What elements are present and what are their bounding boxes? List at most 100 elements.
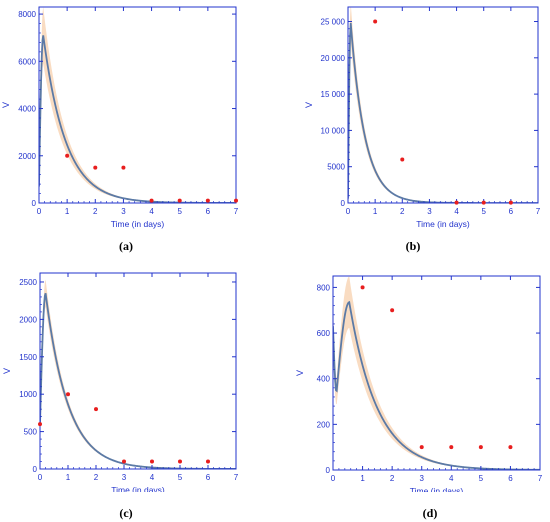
x-tick-label: 0 bbox=[346, 207, 351, 216]
y-tick-label: 5000 bbox=[327, 163, 345, 172]
plot-frame bbox=[347, 6, 539, 204]
x-tick-label: 5 bbox=[481, 207, 486, 216]
x-tick-label: 1 bbox=[373, 207, 378, 216]
observed-point bbox=[454, 200, 459, 205]
x-tick-label: 4 bbox=[454, 207, 459, 216]
observed-point bbox=[360, 285, 365, 290]
y-tick-label: 4000 bbox=[18, 105, 36, 114]
observed-point bbox=[66, 392, 70, 397]
plot-frame bbox=[38, 6, 237, 204]
x-tick-label: 7 bbox=[234, 207, 239, 216]
observed-point bbox=[205, 198, 210, 203]
x-tick-label: 2 bbox=[94, 473, 99, 482]
observed-point bbox=[177, 198, 182, 203]
y-axis-label: V bbox=[2, 368, 12, 374]
x-axis-label: Time (in days) bbox=[111, 219, 165, 229]
x-tick-label: 3 bbox=[122, 473, 127, 482]
y-tick-label: 0 bbox=[326, 466, 331, 475]
observed-point bbox=[122, 459, 126, 464]
caption-b: (b) bbox=[405, 239, 421, 253]
observed-point bbox=[94, 407, 98, 412]
x-tick-label: 3 bbox=[121, 207, 126, 216]
x-tick-label: 1 bbox=[66, 473, 71, 482]
plot-frame bbox=[39, 272, 237, 470]
y-tick-label: 200 bbox=[317, 420, 331, 429]
confidence-band bbox=[40, 279, 236, 469]
x-tick-label: 5 bbox=[178, 473, 183, 482]
observed-point bbox=[400, 157, 405, 162]
y-tick-label: 1500 bbox=[19, 353, 37, 362]
y-tick-label: 0 bbox=[32, 199, 37, 208]
x-tick-label: 3 bbox=[427, 207, 432, 216]
x-tick-label: 1 bbox=[65, 207, 70, 216]
y-tick-label: 6000 bbox=[18, 57, 36, 66]
observed-point bbox=[38, 422, 42, 427]
y-tick-label: 1000 bbox=[19, 390, 37, 399]
chart-panel-d: 0 1 2 3 4 5 6 7 0 200 400 600 800 Time (in days) V bbox=[295, 275, 543, 492]
chart-panel-a: 0 1 2 3 4 5 6 7 0 2000 4000 6000 8000 Time (in days) V bbox=[1, 6, 239, 229]
plot-frame bbox=[332, 275, 541, 471]
observed-point bbox=[508, 200, 513, 205]
x-tick-label: 4 bbox=[150, 473, 155, 482]
observed-point bbox=[234, 198, 238, 203]
x-tick-label: 2 bbox=[390, 474, 395, 483]
observed-point bbox=[419, 445, 424, 450]
y-tick-label: 400 bbox=[317, 375, 331, 384]
observed-point bbox=[65, 153, 70, 158]
observed-point bbox=[178, 459, 182, 464]
x-tick-label: 6 bbox=[509, 207, 514, 216]
model-curve bbox=[333, 300, 540, 470]
x-tick-label: 2 bbox=[93, 207, 98, 216]
y-tick-label: 0 bbox=[341, 199, 346, 208]
y-axis-label: V bbox=[1, 102, 11, 108]
x-tick-label: 4 bbox=[149, 207, 154, 216]
observed-point bbox=[449, 445, 454, 450]
x-tick-label: 6 bbox=[508, 474, 513, 483]
y-tick-label: 15 000 bbox=[321, 90, 346, 99]
x-tick-label: 7 bbox=[234, 473, 239, 482]
x-tick-label: 5 bbox=[177, 207, 182, 216]
x-tick-label: 3 bbox=[419, 474, 424, 483]
observed-point bbox=[481, 200, 486, 205]
x-axis-label: Time (in days) bbox=[111, 485, 165, 492]
y-axis-label: V bbox=[295, 370, 305, 376]
caption-a: (a) bbox=[119, 239, 133, 253]
y-tick-label: 20 000 bbox=[321, 54, 346, 63]
observed-point bbox=[150, 459, 154, 464]
chart-panel-c: 0 1 2 3 4 5 6 7 0 500 1000 1500 2000 2500 Time (in day… bbox=[2, 272, 239, 492]
caption-c: (c) bbox=[119, 506, 133, 520]
observed-point bbox=[478, 445, 483, 450]
x-tick-label: 7 bbox=[536, 207, 541, 216]
x-tick-label: 0 bbox=[38, 473, 43, 482]
y-tick-label: 2000 bbox=[19, 315, 37, 324]
observed-point bbox=[508, 445, 513, 450]
x-axis-label: Time (in days) bbox=[410, 486, 464, 492]
x-tick-label: 0 bbox=[331, 474, 336, 483]
observed-point bbox=[373, 19, 378, 24]
x-axis-label: Time (in days) bbox=[416, 219, 470, 229]
chart-panel-b: 0 1 2 3 4 5 6 7 0 5000 10 000 15 000 20 000 25 000 Tim… bbox=[304, 6, 541, 229]
observed-point bbox=[93, 165, 98, 170]
y-tick-label: 800 bbox=[317, 283, 331, 292]
model-curve bbox=[40, 292, 236, 469]
y-tick-label: 0 bbox=[33, 465, 38, 474]
y-tick-label: 25 000 bbox=[321, 18, 346, 27]
y-tick-label: 600 bbox=[317, 329, 331, 338]
model-curve bbox=[39, 35, 236, 203]
x-tick-label: 5 bbox=[479, 474, 484, 483]
observed-point bbox=[206, 459, 210, 464]
x-tick-label: 4 bbox=[449, 474, 454, 483]
x-tick-label: 0 bbox=[37, 207, 42, 216]
confidence-band bbox=[39, 7, 236, 203]
observed-point bbox=[390, 308, 395, 313]
y-tick-label: 8000 bbox=[18, 10, 36, 19]
caption-d: (d) bbox=[422, 506, 438, 520]
y-tick-label: 10 000 bbox=[321, 126, 346, 135]
x-tick-label: 7 bbox=[538, 474, 543, 483]
x-tick-label: 6 bbox=[206, 207, 211, 216]
y-tick-label: 2000 bbox=[18, 152, 36, 161]
observed-point bbox=[149, 198, 154, 203]
y-tick-label: 500 bbox=[24, 428, 38, 437]
observed-point bbox=[121, 165, 126, 170]
